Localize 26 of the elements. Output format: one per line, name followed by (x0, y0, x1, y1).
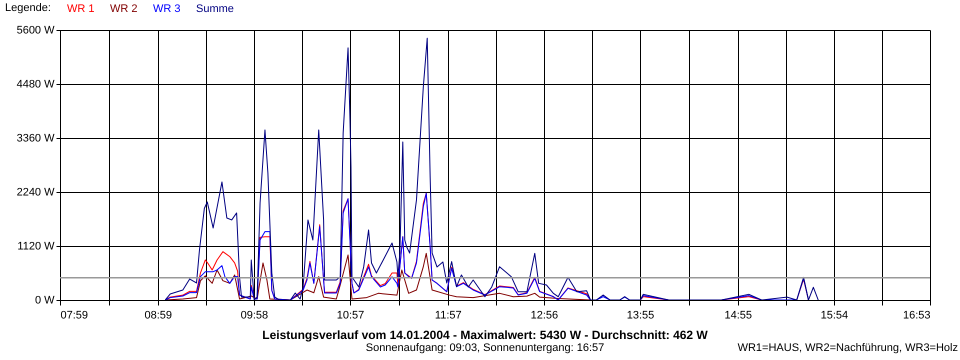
x-tick-label: 07:59 (60, 310, 88, 322)
legend-title: Legende: (5, 2, 51, 14)
line-series (164, 252, 591, 300)
line-series (164, 38, 819, 300)
x-tick-label: 09:58 (240, 310, 268, 322)
x-tick-label: 13:55 (626, 310, 654, 322)
x-tick-label: 15:54 (820, 310, 848, 322)
text: WR 2 (110, 2, 138, 15)
text: WR 1 (67, 2, 94, 15)
y-tick-label: 0 W (34, 294, 56, 306)
x-tick-label: 12:56 (530, 310, 558, 322)
x-tick-label: 16:53 (902, 310, 930, 322)
text: Leistungsverlauf vom 14.01.2004 - Maximalwert: 5430 W - Durchschnitt: 462 W (262, 328, 708, 342)
text: WR1=HAUS, WR2=Nachführung, WR3=Holz (738, 342, 958, 354)
y-tick-label: 4480 W (16, 78, 56, 90)
y-tick-label: 3360 W (16, 132, 56, 144)
y-tick-label: 1120 W (17, 240, 56, 252)
text: Summe (196, 2, 234, 15)
x-tick-label: 08:59 (144, 310, 172, 322)
y-tick-label: 5600 W (16, 24, 56, 36)
y-tick-label: 2240 W (16, 186, 56, 198)
x-tick-label: 11:57 (434, 310, 462, 322)
x-tick-label: 10:57 (336, 310, 364, 322)
text: Sonnenaufgang: 09:03, Sonnenuntergang: 16:57 (366, 342, 604, 354)
x-tick-label: 14:55 (724, 310, 752, 322)
text: WR 3 (153, 2, 180, 15)
